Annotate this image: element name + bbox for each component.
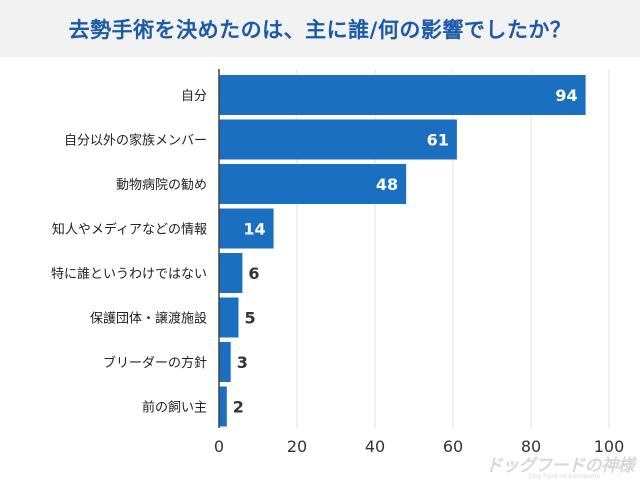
bar-5 [219, 297, 239, 338]
value-label-7: 2 [233, 398, 244, 417]
chart-title: 去勢手術を決めたのは、主に誰/何の影響でしたか？ [68, 17, 572, 42]
value-label-5: 5 [245, 309, 256, 328]
bar-3 [219, 208, 274, 249]
value-label-3: 14 [243, 220, 265, 239]
x-tick-label-0: 0 [214, 437, 224, 456]
bar-1 [219, 119, 457, 160]
value-label-4: 6 [248, 264, 259, 283]
title-bar: 去勢手術を決めたのは、主に誰/何の影響でしたか？ [0, 0, 640, 57]
category-label-4: 特に誰というわけではない [51, 266, 207, 282]
category-label-5: 保護団体・譲渡施設 [90, 311, 207, 327]
bar-7 [219, 386, 227, 427]
x-tick-label-80: 80 [521, 437, 541, 456]
category-label-6: ブリーダーの方針 [103, 355, 207, 371]
value-label-0: 94 [555, 86, 577, 105]
value-label-1: 61 [427, 131, 449, 150]
x-tick-label-40: 40 [365, 437, 385, 456]
category-label-3: 知人やメディアなどの情報 [52, 222, 207, 238]
watermark-subtitle: Dog Food no Kamisama [528, 473, 600, 480]
value-label-2: 48 [376, 175, 398, 194]
bar-0 [219, 75, 586, 115]
x-tick-label-60: 60 [443, 437, 463, 456]
category-label-1: 自分以外の家族メンバー [64, 133, 207, 149]
category-label-2: 動物病院の勧め [116, 177, 207, 193]
watermark-logo: ドッグフードの神様 [485, 456, 635, 476]
bar-2 [219, 164, 407, 204]
category-label-0: 自分 [181, 89, 207, 104]
bar-chart: 自分 94 自分以外の家族メンバー 61 動物病院の勧め 48 知人やメディアなどの情報 14… [51, 69, 625, 456]
x-tick-label-100: 100 [594, 437, 625, 456]
category-label-7: 前の飼い主 [142, 400, 207, 416]
x-tick-label-20: 20 [287, 437, 307, 456]
value-label-6: 3 [237, 353, 248, 372]
bar-4 [219, 253, 243, 293]
bar-6 [219, 342, 231, 382]
